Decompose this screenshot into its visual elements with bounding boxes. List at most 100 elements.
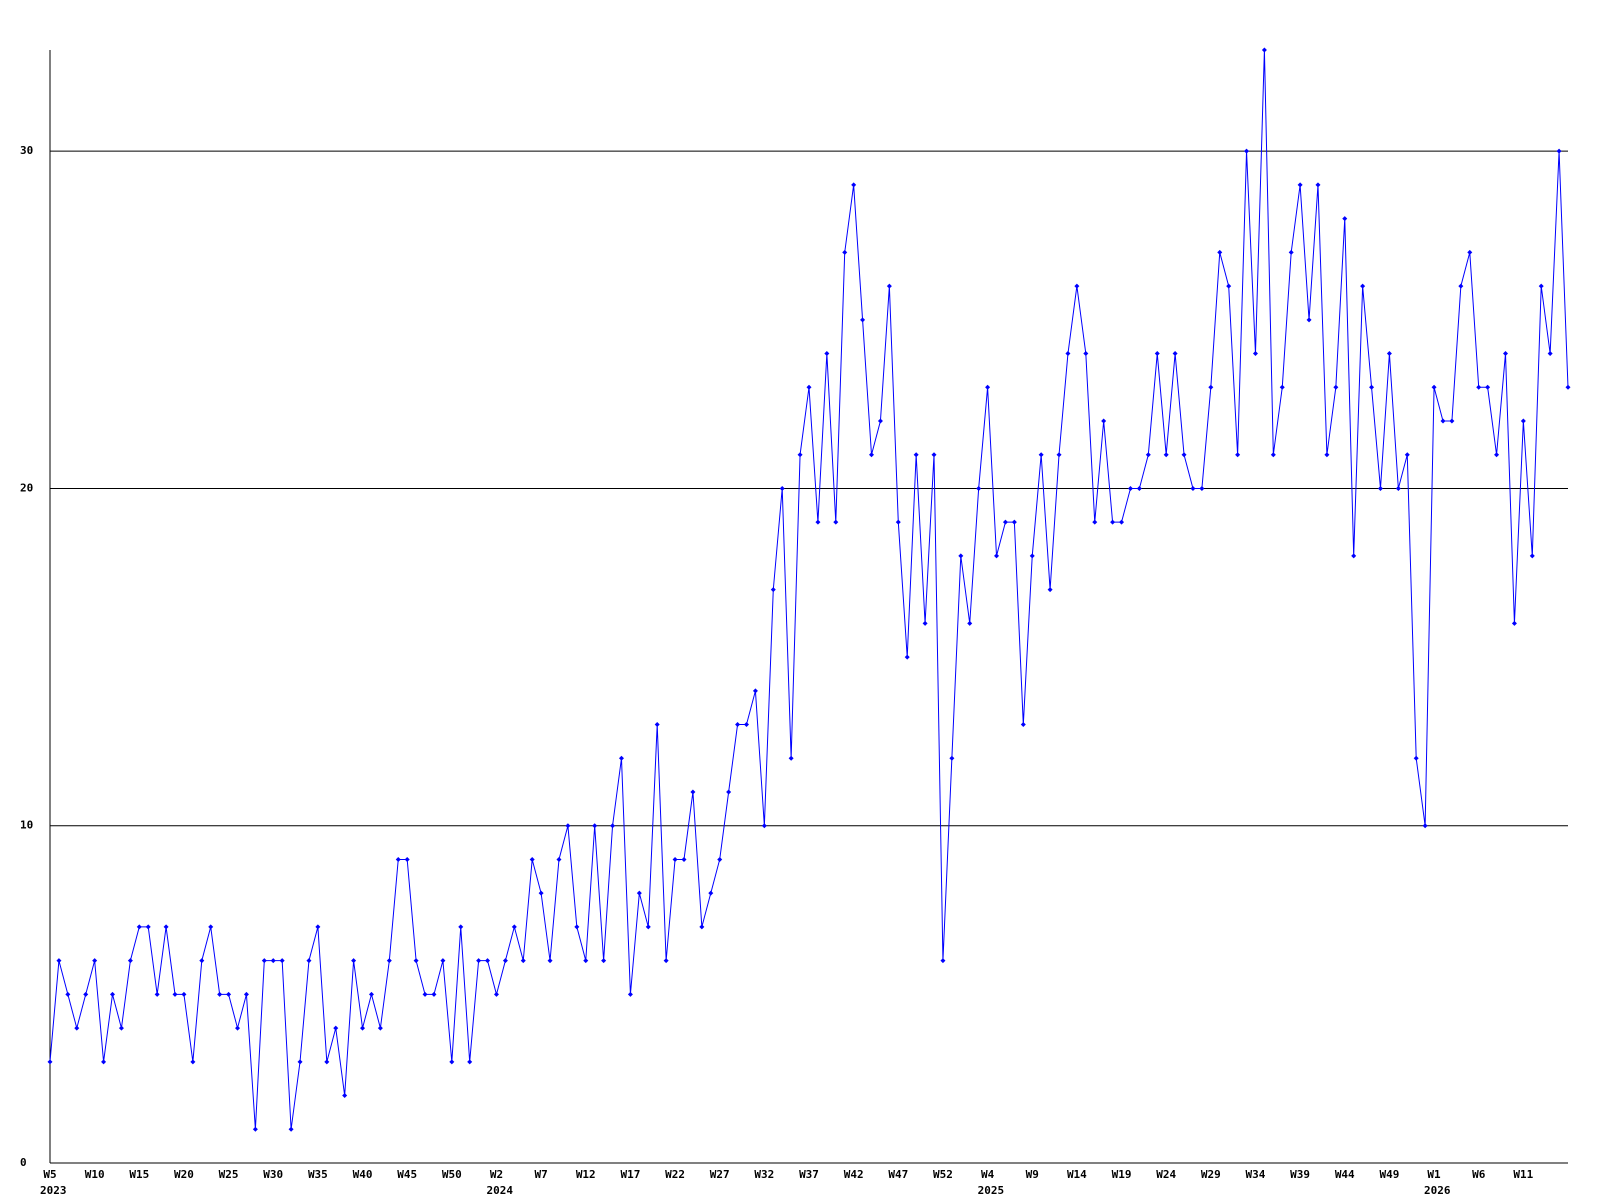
x-tick-label: W40 (353, 1168, 373, 1181)
x-tick-label: W6 (1472, 1168, 1486, 1181)
data-point (1199, 485, 1205, 491)
data-point (1065, 351, 1071, 357)
data-point (493, 991, 499, 997)
data-point (342, 1093, 348, 1099)
data-point (413, 958, 419, 964)
data-point (788, 755, 794, 761)
data-point (520, 958, 526, 964)
data-point (1449, 418, 1455, 424)
data-point (779, 485, 785, 491)
x-tick-label: W12 (576, 1168, 596, 1181)
data-point (1092, 519, 1098, 525)
data-point (1110, 519, 1116, 525)
x-tick-label: W39 (1290, 1168, 1310, 1181)
data-point (181, 991, 187, 997)
data-point (1011, 519, 1017, 525)
data-point (502, 958, 508, 964)
data-point (386, 958, 392, 964)
data-point (1154, 351, 1160, 357)
data-point (476, 958, 482, 964)
data-point (636, 890, 642, 896)
data-point (377, 1025, 383, 1031)
data-point (717, 856, 723, 862)
data-point (815, 519, 821, 525)
data-point (922, 620, 928, 626)
data-point (1386, 351, 1392, 357)
x-tick-label: W1 (1427, 1168, 1441, 1181)
x-tick-label: W24 (1156, 1168, 1176, 1181)
data-point (1422, 823, 1428, 829)
data-line (49, 49, 1569, 1130)
data-point (601, 958, 607, 964)
data-point (324, 1059, 330, 1065)
data-point (806, 384, 812, 390)
data-point (842, 249, 848, 255)
data-point (92, 958, 98, 964)
data-point (627, 991, 633, 997)
x-tick-label: W9 (1026, 1168, 1039, 1181)
x-tick-label: W5 (43, 1168, 56, 1181)
data-point (618, 755, 624, 761)
x-tick-label: W30 (263, 1168, 283, 1181)
data-point (485, 958, 491, 964)
data-point (851, 182, 857, 188)
data-point (1083, 351, 1089, 357)
data-point (958, 553, 964, 559)
data-point (1404, 452, 1410, 458)
data-point (869, 452, 875, 458)
x-tick-label: W49 (1379, 1168, 1399, 1181)
x-tick-label: W20 (174, 1168, 194, 1181)
data-point (1315, 182, 1321, 188)
data-point (1297, 182, 1303, 188)
x-group-label: 2024 (486, 1184, 513, 1197)
data-point (699, 924, 705, 930)
data-point (360, 1025, 366, 1031)
data-point (458, 924, 464, 930)
data-point (1547, 351, 1553, 357)
data-point (583, 958, 589, 964)
data-point (913, 452, 919, 458)
data-point (663, 958, 669, 964)
data-point (1056, 452, 1062, 458)
data-point (1119, 519, 1125, 525)
data-point (1502, 351, 1508, 357)
x-tick-label: W45 (397, 1168, 417, 1181)
x-tick-label: W44 (1335, 1168, 1355, 1181)
data-point (279, 958, 285, 964)
data-point (1333, 384, 1339, 390)
data-point (235, 1025, 241, 1031)
x-tick-label: W50 (442, 1168, 462, 1181)
data-point (1145, 452, 1151, 458)
data-point (208, 924, 214, 930)
data-point (440, 958, 446, 964)
data-point (467, 1059, 473, 1065)
data-point (1181, 452, 1187, 458)
data-point (1476, 384, 1482, 390)
x-tick-label: W34 (1246, 1168, 1266, 1181)
data-point (690, 789, 696, 795)
data-point (967, 620, 973, 626)
data-point (726, 789, 732, 795)
data-point (1038, 452, 1044, 458)
x-tick-label: W2 (490, 1168, 503, 1181)
data-point (270, 958, 276, 964)
data-point (574, 924, 580, 930)
data-point (65, 991, 71, 997)
data-point (1467, 249, 1473, 255)
data-point (904, 654, 910, 660)
data-point (1431, 384, 1437, 390)
x-tick-label: W42 (844, 1168, 864, 1181)
x-tick-label: W32 (754, 1168, 774, 1181)
data-point (172, 991, 178, 997)
y-tick-label: 20 (20, 481, 33, 494)
x-tick-label: W14 (1067, 1168, 1087, 1181)
x-tick-label: W19 (1112, 1168, 1132, 1181)
data-point (511, 924, 517, 930)
data-point (127, 958, 133, 964)
data-point (1217, 249, 1223, 255)
y-tick-label: 30 (20, 144, 33, 157)
data-point (877, 418, 883, 424)
y-tick-label: 10 (20, 819, 33, 832)
data-point (226, 991, 232, 997)
